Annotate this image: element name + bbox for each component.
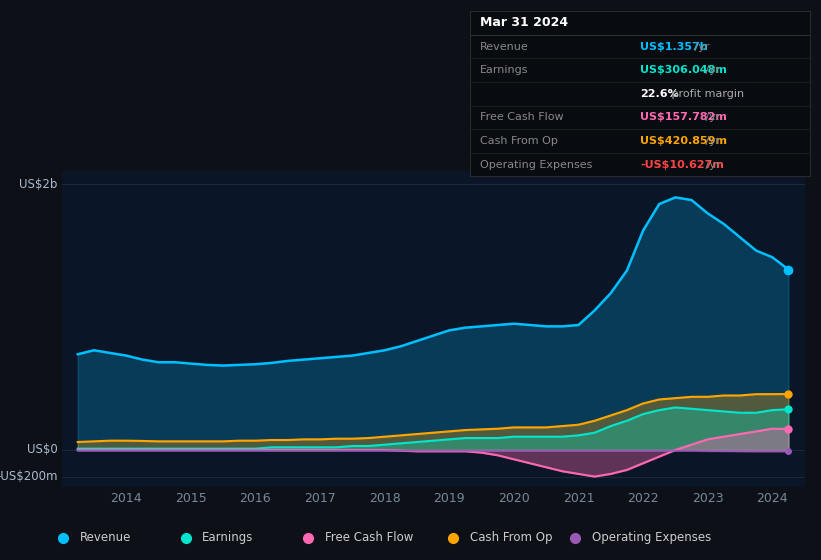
Text: US$420.859m: US$420.859m	[640, 136, 727, 146]
Text: /yr: /yr	[702, 160, 720, 170]
Text: US$306.048m: US$306.048m	[640, 65, 727, 75]
Text: /yr: /yr	[702, 136, 720, 146]
Text: profit margin: profit margin	[668, 89, 744, 99]
Text: 22.6%: 22.6%	[640, 89, 679, 99]
Text: /yr: /yr	[702, 113, 720, 123]
Text: Free Cash Flow: Free Cash Flow	[479, 113, 563, 123]
Text: US$2b: US$2b	[20, 178, 57, 190]
Text: Earnings: Earnings	[479, 65, 529, 75]
Text: Cash From Op: Cash From Op	[479, 136, 557, 146]
Text: /yr: /yr	[702, 65, 720, 75]
Text: US$0: US$0	[27, 444, 57, 456]
Text: -US$10.627m: -US$10.627m	[640, 160, 724, 170]
Text: Cash From Op: Cash From Op	[470, 531, 552, 544]
Text: Revenue: Revenue	[479, 41, 529, 52]
Text: Free Cash Flow: Free Cash Flow	[324, 531, 413, 544]
Text: Operating Expenses: Operating Expenses	[592, 531, 711, 544]
Text: Mar 31 2024: Mar 31 2024	[479, 16, 568, 30]
Text: Operating Expenses: Operating Expenses	[479, 160, 592, 170]
Text: US$1.357b: US$1.357b	[640, 41, 708, 52]
Text: US$157.782m: US$157.782m	[640, 113, 727, 123]
Text: Revenue: Revenue	[80, 531, 131, 544]
Text: -US$200m: -US$200m	[0, 470, 57, 483]
Text: Earnings: Earnings	[202, 531, 254, 544]
Text: /yr: /yr	[690, 41, 709, 52]
